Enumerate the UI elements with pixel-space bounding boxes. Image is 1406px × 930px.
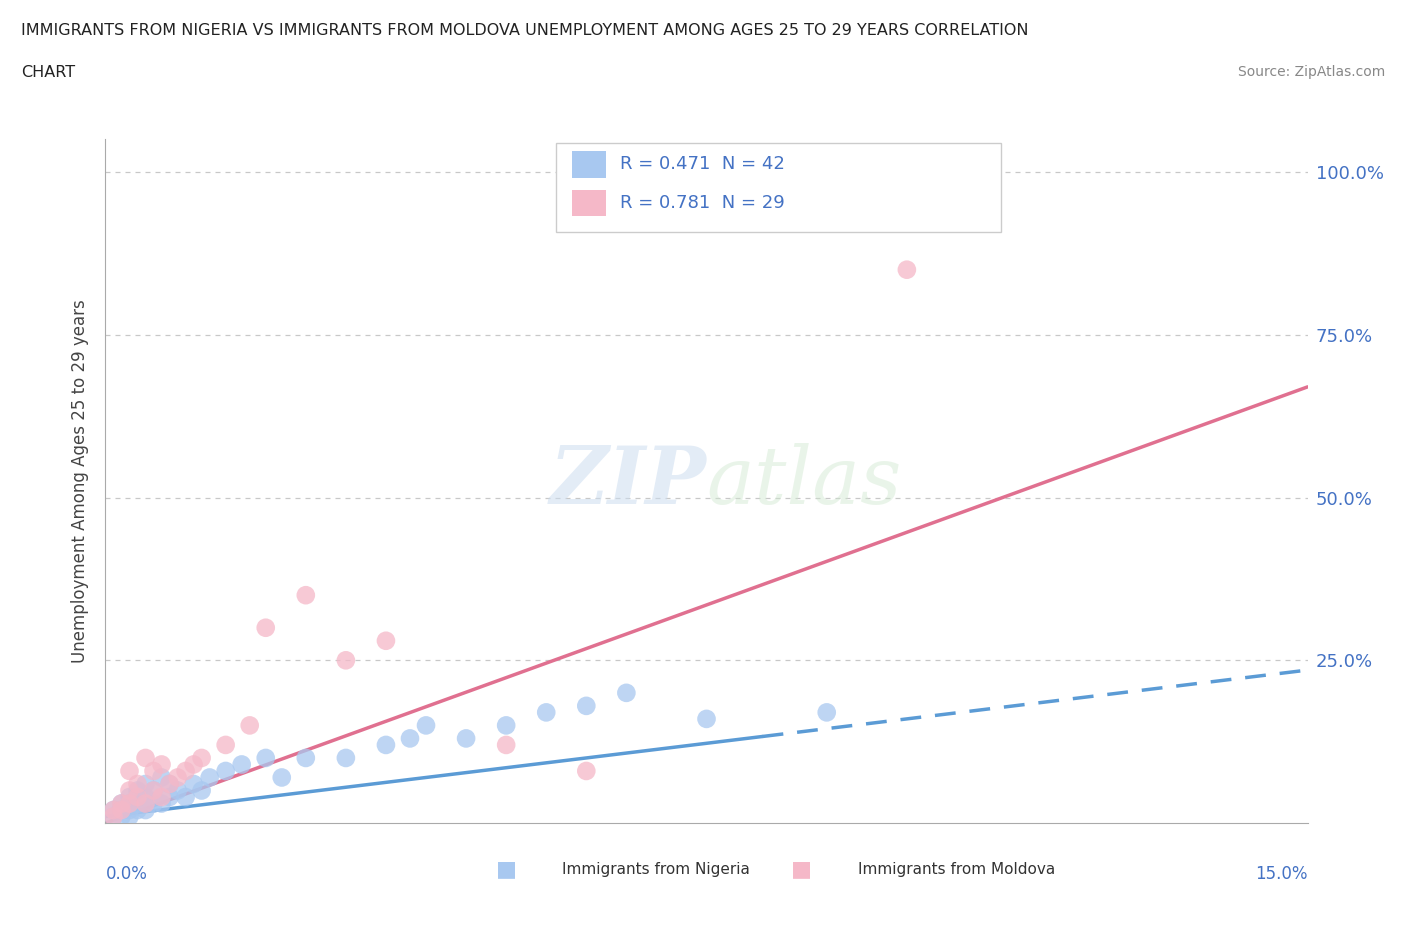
Point <box>150 796 173 811</box>
Point <box>118 796 141 811</box>
Point <box>374 633 398 648</box>
Point <box>415 718 437 733</box>
Text: atlas: atlas <box>707 443 901 520</box>
Text: 0.0%: 0.0% <box>105 865 148 883</box>
Point <box>495 718 517 733</box>
Point <box>110 803 132 817</box>
Text: 15.0%: 15.0% <box>1256 865 1308 883</box>
Point <box>454 731 477 746</box>
Point <box>127 790 149 804</box>
Point <box>135 790 157 804</box>
Point <box>214 737 236 752</box>
Point <box>159 777 181 791</box>
Point <box>335 751 357 765</box>
Point <box>575 764 598 778</box>
Point <box>335 653 357 668</box>
Point <box>214 764 236 778</box>
Point <box>815 705 838 720</box>
Point <box>295 588 318 603</box>
Point <box>118 809 141 824</box>
Point <box>896 262 918 277</box>
Y-axis label: Unemployment Among Ages 25 to 29 years: Unemployment Among Ages 25 to 29 years <box>72 299 90 663</box>
Point <box>103 803 125 817</box>
Text: ■: ■ <box>792 859 811 880</box>
Point <box>142 764 165 778</box>
Text: IMMIGRANTS FROM NIGERIA VS IMMIGRANTS FROM MOLDOVA UNEMPLOYMENT AMONG AGES 25 TO: IMMIGRANTS FROM NIGERIA VS IMMIGRANTS FR… <box>21 23 1029 38</box>
Point <box>103 803 125 817</box>
Point <box>127 777 149 791</box>
Point <box>142 796 165 811</box>
Point <box>110 796 132 811</box>
Point <box>135 796 157 811</box>
Point <box>190 751 212 765</box>
Point <box>118 803 141 817</box>
Text: ■: ■ <box>496 859 516 880</box>
Point <box>142 783 165 798</box>
FancyBboxPatch shape <box>557 143 1001 232</box>
Point <box>174 790 197 804</box>
Point <box>142 783 165 798</box>
Point <box>110 809 132 824</box>
Point <box>150 757 173 772</box>
Point <box>495 737 517 752</box>
Point <box>127 803 149 817</box>
Text: CHART: CHART <box>21 65 75 80</box>
Point <box>159 777 181 791</box>
Point <box>239 718 262 733</box>
Point <box>174 764 197 778</box>
Point <box>575 698 598 713</box>
Point <box>127 796 149 811</box>
Point <box>183 777 205 791</box>
Point <box>150 770 173 785</box>
Text: ZIP: ZIP <box>550 443 707 520</box>
Point <box>135 751 157 765</box>
Point <box>166 783 188 798</box>
Text: Immigrants from Nigeria: Immigrants from Nigeria <box>562 862 751 877</box>
Point <box>166 770 188 785</box>
Point <box>254 751 277 765</box>
Point <box>399 731 422 746</box>
Point <box>270 770 292 785</box>
Point <box>183 757 205 772</box>
Point <box>135 777 157 791</box>
Text: Immigrants from Moldova: Immigrants from Moldova <box>858 862 1054 877</box>
Point <box>295 751 318 765</box>
Bar <box>572 190 606 216</box>
Point <box>616 685 638 700</box>
Text: R = 0.471  N = 42: R = 0.471 N = 42 <box>620 155 785 173</box>
Point <box>118 764 141 778</box>
Point <box>110 803 132 817</box>
Point <box>231 757 253 772</box>
Point <box>254 620 277 635</box>
Bar <box>572 152 606 178</box>
Text: Source: ZipAtlas.com: Source: ZipAtlas.com <box>1237 65 1385 79</box>
Point <box>127 783 149 798</box>
Point <box>150 790 173 804</box>
Point <box>110 796 132 811</box>
Point <box>103 809 125 824</box>
Text: R = 0.781  N = 29: R = 0.781 N = 29 <box>620 194 785 212</box>
Point <box>118 796 141 811</box>
Point <box>696 711 718 726</box>
Point <box>118 790 141 804</box>
Point <box>198 770 221 785</box>
Point <box>534 705 557 720</box>
Point <box>190 783 212 798</box>
Point <box>118 783 141 798</box>
Point <box>103 809 125 824</box>
Point <box>159 790 181 804</box>
Point <box>135 803 157 817</box>
Point <box>374 737 398 752</box>
